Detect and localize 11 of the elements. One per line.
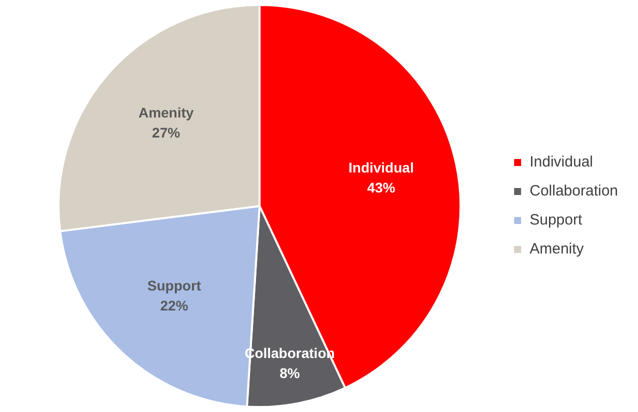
data-label: 43%	[367, 180, 396, 196]
data-label: 8%	[280, 364, 300, 381]
slice-label: Individual	[348, 160, 414, 176]
legend-label: Amenity	[530, 240, 584, 258]
legend-label: Collaboration	[530, 182, 618, 200]
legend-label: Individual	[530, 154, 593, 171]
slice-label: Support	[147, 278, 202, 294]
legend-label: Support	[530, 212, 583, 229]
data-label: 22%	[160, 298, 189, 314]
data-label: 27%	[152, 124, 181, 140]
slice-label: Amenity	[138, 104, 194, 120]
